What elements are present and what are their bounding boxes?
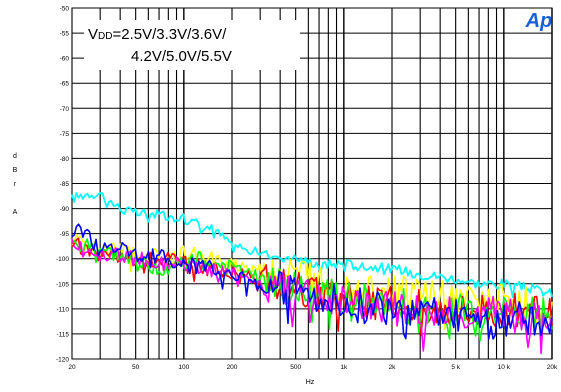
series-group	[71, 192, 553, 355]
y-tick-label: -105	[56, 281, 69, 288]
x-tick-label: 2k	[389, 364, 397, 371]
x-tick-label: 50	[132, 364, 140, 371]
y-tick-label: -100	[56, 256, 69, 263]
grid	[71, 7, 553, 360]
y-axis-label-line: d	[13, 153, 17, 160]
series-line	[71, 238, 553, 342]
y-tick-label: -115	[56, 331, 69, 338]
ap-logo-text: Ap	[525, 10, 553, 32]
y-tick-label: -95	[60, 231, 70, 238]
y-tick-label: -90	[60, 206, 70, 213]
x-tick-label: 100	[178, 364, 189, 371]
y-tick-label: -110	[56, 306, 69, 313]
annotation-v: V	[88, 26, 99, 43]
y-tick-label: -65	[60, 81, 70, 88]
y-tick-label: -70	[60, 106, 70, 113]
y-axis-label-line: r	[13, 181, 17, 188]
x-tick-label: 500	[290, 364, 301, 371]
supply-voltage-annotation: VDD=2.5V/3.3V/3.6V/ 4.2V/5.0V/5.5V	[84, 20, 300, 70]
y-tick-label: -55	[60, 31, 70, 38]
series-line	[71, 192, 553, 299]
y-tick-label: -85	[60, 181, 70, 188]
series-line	[71, 238, 553, 355]
annotation-line-2: 4.2V/5.0V/5.5V	[131, 48, 232, 65]
y-tick-label: -80	[60, 156, 70, 163]
x-tick-label: 1k	[340, 364, 348, 371]
y-tick-label: -50	[60, 6, 70, 13]
y-tick-label: -75	[60, 131, 70, 138]
y-axis-label-line: A	[12, 209, 18, 216]
series-line	[71, 223, 553, 340]
annotation-line-1: VDD=2.5V/3.3V/3.6V/	[88, 26, 226, 43]
x-tick-label: 200	[227, 364, 238, 371]
annotation-subscript: DD	[98, 31, 113, 42]
tick-labels: -50 -55 -60 -65 -70 -75 -80 -85 -90 -95 -100 -105 -1…	[56, 6, 558, 372]
x-axis-label: Hz	[306, 379, 315, 386]
x-tick-label: 10 k	[498, 364, 511, 371]
y-axis-label: d B r A	[8, 150, 22, 220]
y-axis-label-line	[8, 192, 22, 206]
x-tick-label: 20	[68, 364, 76, 371]
y-tick-label: -60	[60, 56, 70, 63]
ap-logo: Ap	[525, 10, 553, 32]
x-tick-label: 5 k	[451, 364, 460, 371]
y-tick-label: -120	[56, 357, 69, 364]
annotation-values-1: =2.5V/3.3V/3.6V/	[112, 26, 227, 43]
x-tick-label: 20k	[547, 364, 558, 371]
y-axis-label-line: B	[12, 167, 18, 174]
